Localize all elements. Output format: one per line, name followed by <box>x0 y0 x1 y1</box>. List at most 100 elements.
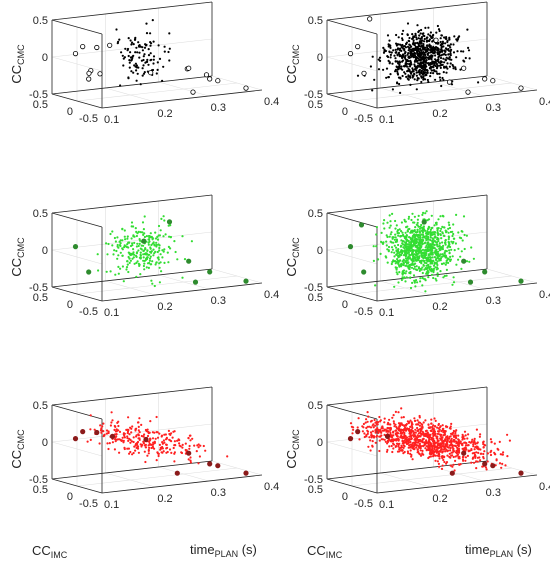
data-point <box>448 242 451 245</box>
data-point <box>455 38 458 41</box>
data-point <box>457 36 460 39</box>
data-point <box>151 242 154 245</box>
data-point <box>453 249 456 252</box>
data-point <box>420 72 423 75</box>
data-point <box>412 432 415 435</box>
data-point <box>395 267 398 270</box>
data-point <box>395 33 398 37</box>
data-point <box>403 425 406 428</box>
data-point <box>415 249 418 252</box>
data-point <box>174 444 177 447</box>
data-point <box>361 430 364 433</box>
data-point <box>441 225 444 228</box>
data-point <box>187 458 190 461</box>
data-point <box>400 422 403 425</box>
data-point <box>421 238 424 241</box>
data-point <box>434 459 437 462</box>
data-point <box>448 56 451 59</box>
data-point <box>167 245 170 248</box>
data-point <box>131 56 134 60</box>
data-point <box>443 49 446 52</box>
data-point <box>457 258 460 261</box>
outlier-marker <box>203 72 210 78</box>
data-point <box>452 67 455 70</box>
data-point <box>437 58 440 61</box>
data-point <box>375 233 378 236</box>
data-point <box>422 437 425 440</box>
data-point <box>138 438 141 441</box>
data-point <box>146 249 149 252</box>
data-point <box>147 448 150 452</box>
data-point <box>402 416 405 419</box>
data-point <box>444 59 447 62</box>
outlier-marker <box>461 65 467 71</box>
data-point <box>149 255 152 258</box>
data-point <box>113 249 116 252</box>
data-point <box>356 74 360 77</box>
data-point <box>436 46 439 49</box>
data-point <box>134 51 137 54</box>
data-point <box>406 239 409 242</box>
data-point <box>375 423 378 426</box>
data-point <box>449 245 452 249</box>
data-point <box>414 226 417 229</box>
data-point <box>394 236 397 239</box>
data-point <box>168 47 171 50</box>
data-point <box>425 73 428 76</box>
data-point <box>448 58 452 61</box>
data-point <box>436 49 439 52</box>
data-point <box>425 234 428 237</box>
data-point <box>106 442 109 445</box>
data-point <box>452 43 455 46</box>
data-point <box>144 460 147 464</box>
data-point <box>434 61 437 64</box>
data-point <box>107 447 110 451</box>
data-point <box>446 44 450 47</box>
data-point <box>414 440 417 443</box>
data-point <box>395 246 398 249</box>
data-point <box>382 68 385 71</box>
data-point <box>426 78 429 82</box>
data-point <box>459 68 462 71</box>
outlier-marker <box>174 470 180 476</box>
data-point <box>377 430 380 433</box>
data-point <box>427 236 430 239</box>
data-point <box>442 226 446 229</box>
data-point <box>150 251 153 254</box>
data-point <box>440 227 443 230</box>
data-point <box>409 231 412 234</box>
data-point <box>413 236 416 239</box>
data-point <box>397 36 400 39</box>
x-axis-line <box>101 474 263 494</box>
data-point <box>151 237 154 240</box>
data-point <box>437 452 440 455</box>
data-point <box>450 454 453 457</box>
back-edge <box>51 386 213 406</box>
x-tick-label: 0.4 <box>539 289 550 301</box>
data-point <box>467 49 471 52</box>
data-point <box>427 264 430 267</box>
data-point <box>429 71 432 75</box>
data-point <box>86 440 89 443</box>
data-point <box>404 272 407 275</box>
data-point <box>438 443 441 446</box>
data-point <box>483 450 486 453</box>
data-point <box>426 219 429 222</box>
data-point <box>132 440 135 444</box>
data-point <box>156 250 159 254</box>
data-point <box>358 438 361 441</box>
x-tick-label: 0.1 <box>104 307 119 319</box>
outlier-marker <box>97 71 103 77</box>
data-point <box>448 223 451 227</box>
data-point <box>439 62 442 65</box>
data-point <box>113 424 116 428</box>
data-point <box>143 433 146 436</box>
data-point <box>117 254 120 257</box>
data-point <box>435 223 438 226</box>
data-point <box>489 453 493 457</box>
data-point <box>143 262 146 265</box>
data-point <box>394 445 397 448</box>
outlier-marker <box>482 76 488 82</box>
y-tick-label: 0 <box>342 106 348 118</box>
